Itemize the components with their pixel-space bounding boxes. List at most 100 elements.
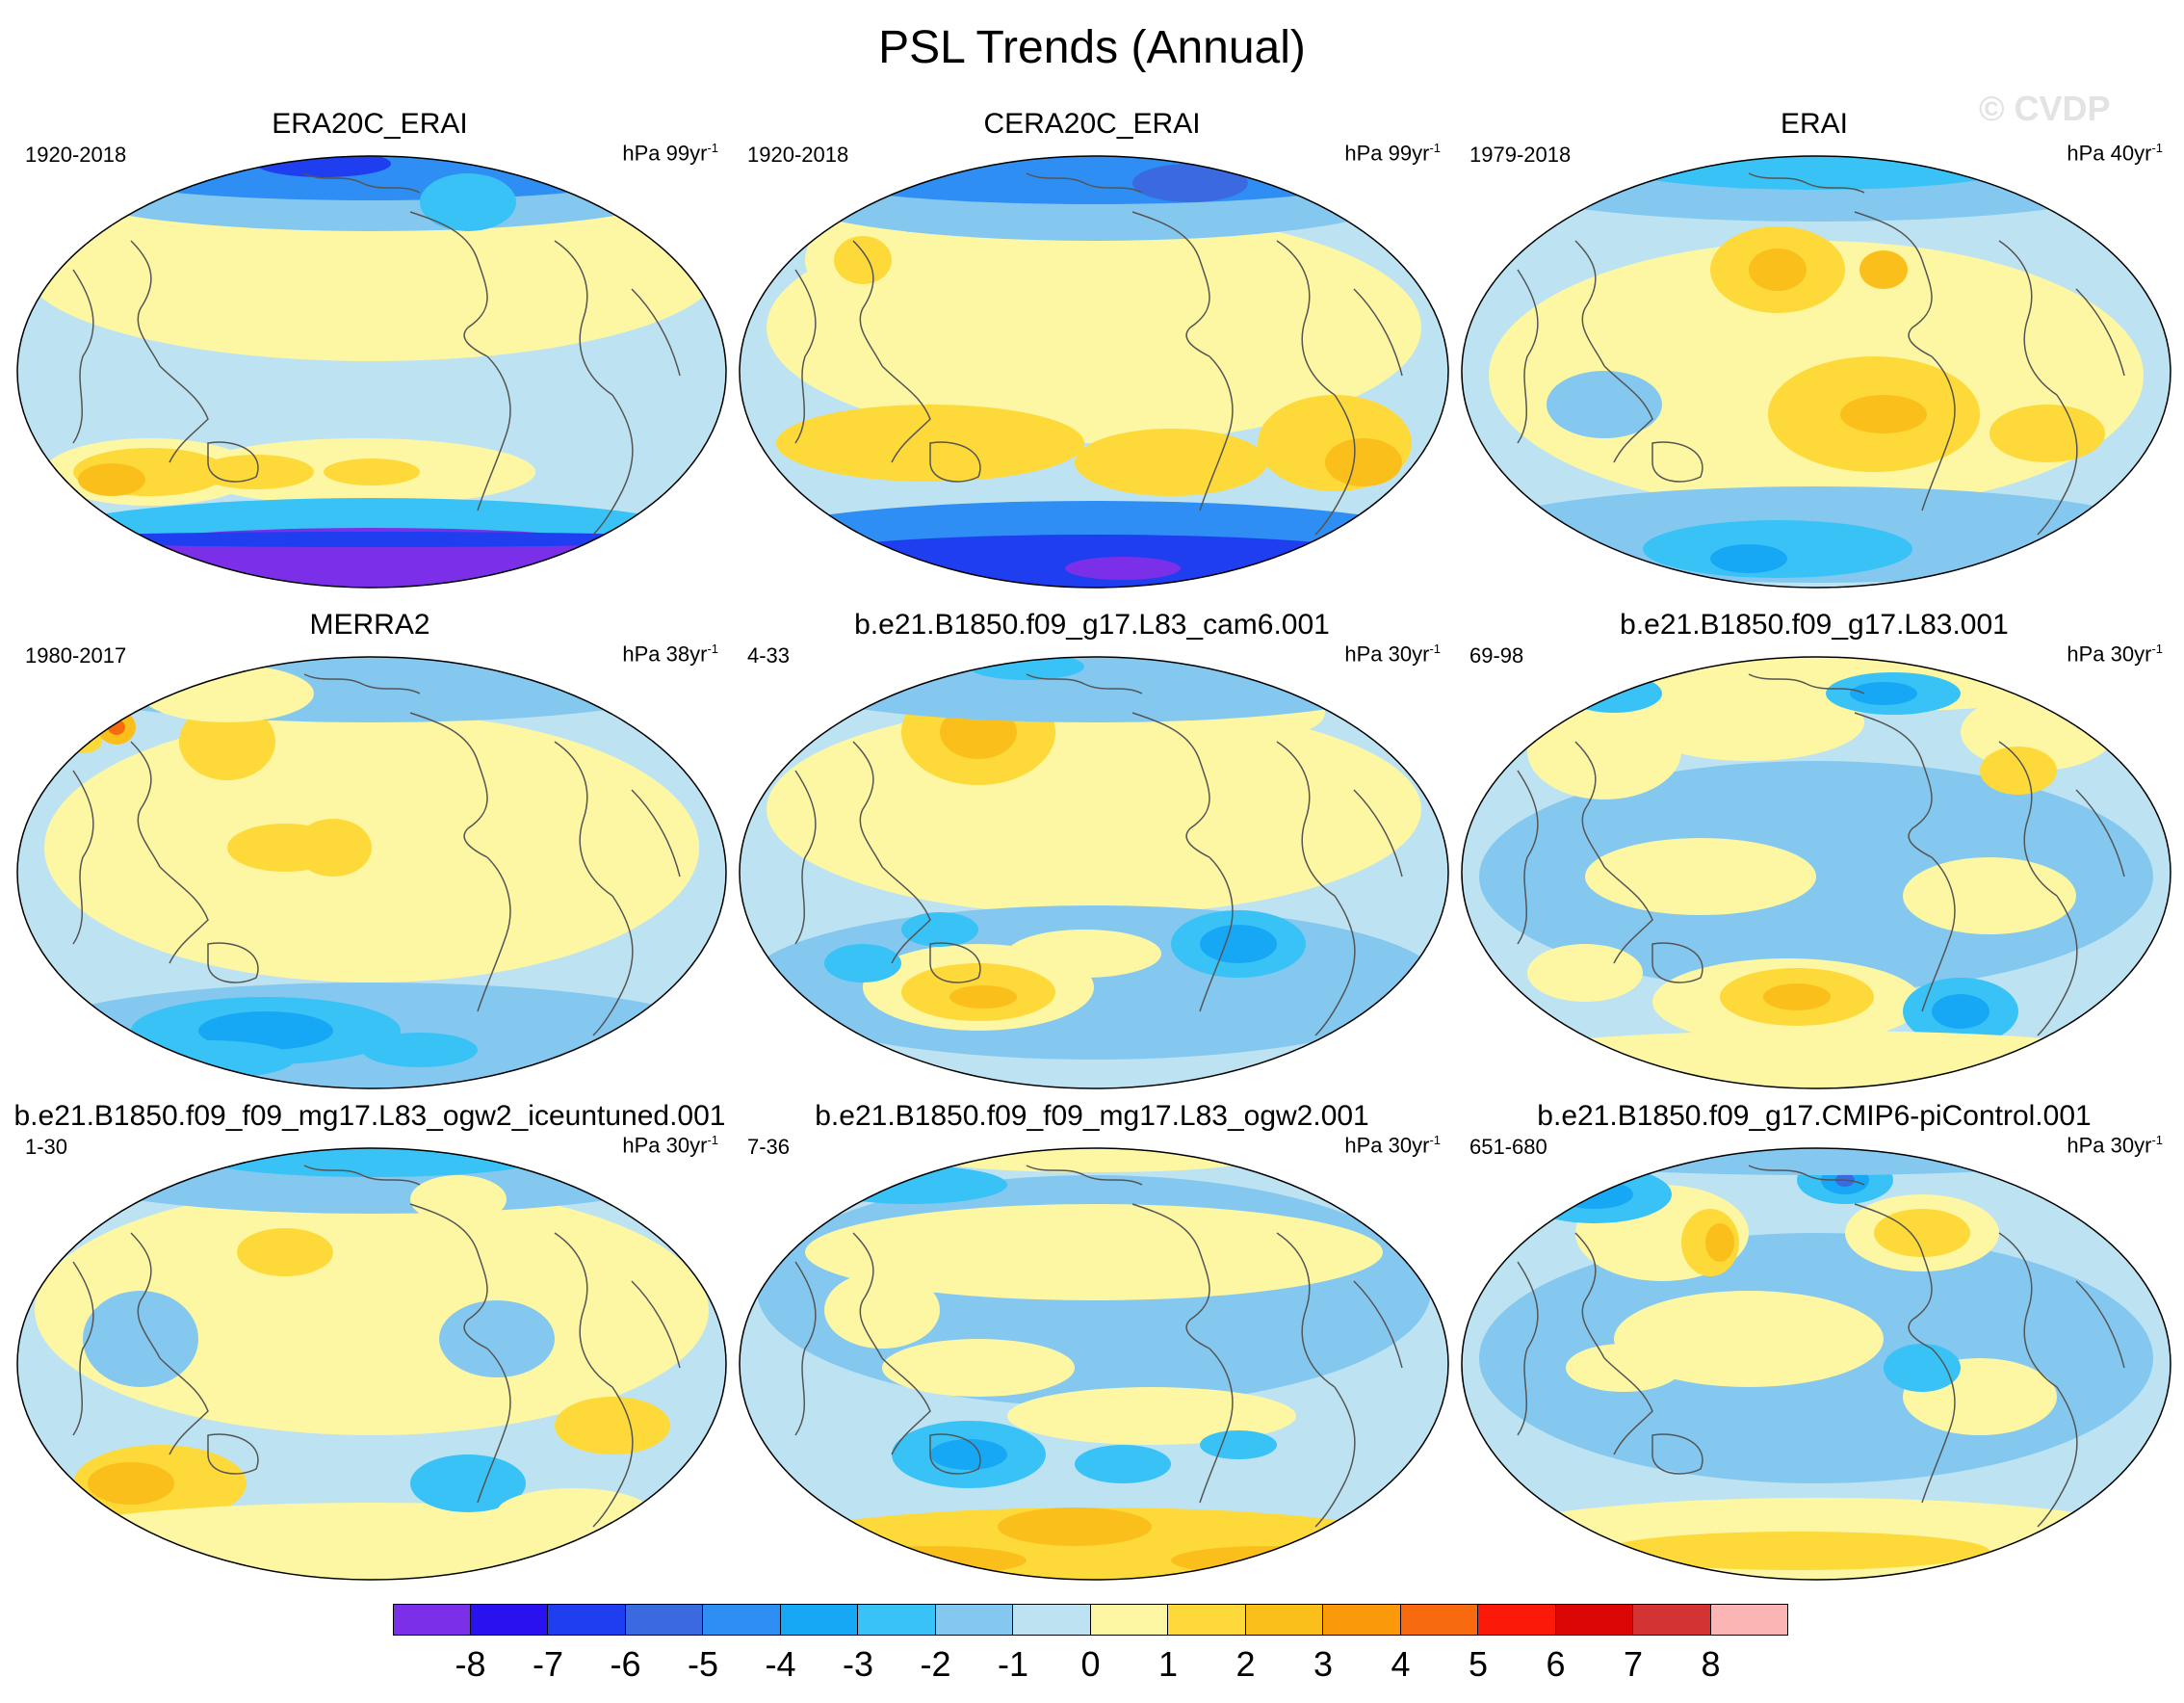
panel-units: hPa 30yr-1: [2067, 1133, 2163, 1158]
panel-title: ERAI: [1780, 108, 1849, 140]
panel-units: hPa 99yr-1: [1344, 141, 1441, 166]
coastline: [1921, 1348, 1956, 1504]
colorbar-swatch: [625, 1604, 703, 1636]
coastline: [1603, 1357, 1653, 1455]
trend-contour: [497, 260, 612, 337]
trend-contour: [141, 665, 314, 722]
coastline: [1517, 770, 1539, 945]
trend-contour: [1614, 1291, 1884, 1387]
trend-contour: [1643, 520, 1912, 578]
coastline: [1314, 1386, 1356, 1528]
trend-contour: [83, 1291, 198, 1387]
map-panel: b.e21.B1850.f09_f09_mg17.L83_ogw2_iceunt…: [8, 1100, 732, 1582]
trend-contour: [1547, 371, 1662, 438]
coastline: [881, 365, 931, 463]
coastline: [631, 1280, 681, 1369]
colorbar-tick-label: 1: [1157, 1644, 1179, 1684]
coastline: [554, 1232, 613, 1388]
map-border: [1461, 656, 2171, 1089]
coastline: [929, 1433, 981, 1475]
colorbar-swatch: [1245, 1604, 1323, 1636]
coastline: [1353, 1280, 1403, 1369]
coastline: [207, 942, 259, 983]
map-panel: b.e21.B1850.f09_g17.L83.001 69-98 hPa 30yr…: [1452, 609, 2176, 1090]
trend-contour: [940, 1149, 1248, 1172]
coastline: [1574, 240, 1605, 367]
colorbar-tick-label: -4: [765, 1644, 796, 1684]
panel-units-text: hPa 30yr: [1344, 642, 1430, 667]
coastline: [2075, 1280, 2125, 1369]
panel-units-exponent: -1: [707, 141, 718, 155]
panel-title: MERRA2: [309, 609, 430, 641]
panel-units-exponent: -1: [2151, 141, 2163, 155]
panel-units-exponent: -1: [707, 1133, 718, 1147]
coastline: [1276, 1232, 1336, 1388]
coastline: [72, 269, 94, 444]
coastline: [1854, 1203, 1933, 1349]
colorbar-swatch: [1090, 1604, 1168, 1636]
coastline: [207, 1433, 259, 1475]
colorbar-tick-label: 4: [1391, 1644, 1411, 1684]
coastline: [1651, 1433, 1703, 1475]
trend-contour: [1604, 1532, 1989, 1570]
panel-units-exponent: -1: [1429, 1133, 1441, 1147]
coastline: [592, 394, 634, 536]
panel-period: 651-680: [1469, 1135, 1547, 1159]
coastline: [852, 240, 883, 367]
trend-contour: [1065, 557, 1181, 580]
coastline: [130, 240, 161, 367]
trend-contour: [767, 212, 1421, 443]
trend-contour: [25, 532, 718, 547]
panel-title: ERA20C_ERAI: [272, 108, 468, 140]
coastline: [794, 770, 817, 945]
panel-units-exponent: -1: [2151, 642, 2163, 656]
colorbar-tick-label: 7: [1623, 1644, 1644, 1684]
coastline: [1998, 240, 2058, 396]
colorbar-swatch: [548, 1604, 626, 1636]
trend-contour: [1566, 1148, 2067, 1175]
trend-contour: [824, 1271, 940, 1349]
panel-title: CERA20C_ERAI: [983, 108, 1201, 140]
colorbar-swatch: [1555, 1604, 1633, 1636]
world-map: [16, 155, 727, 589]
coastline: [794, 1261, 817, 1436]
map-panel: ERAI 1979-2018 hPa 40yr-1: [1452, 108, 2176, 590]
trend-contour: [410, 1454, 526, 1512]
coastline: [554, 240, 613, 396]
coastline: [159, 866, 209, 964]
trend-contour: [1874, 1209, 1970, 1257]
panel-units: hPa 99yr-1: [622, 141, 718, 166]
trend-contour: [1763, 983, 1831, 1010]
colorbar-tick-label: -1: [997, 1644, 1028, 1684]
trend-contour: [1527, 703, 1681, 799]
map-border: [16, 656, 727, 1089]
trend-contour: [1007, 1387, 1296, 1445]
trend-contour: [555, 1397, 670, 1454]
panel-units-text: hPa 38yr: [622, 642, 708, 667]
coastline: [1199, 1348, 1234, 1504]
trend-contour: [998, 1507, 1152, 1546]
coastline: [852, 741, 883, 868]
coastline: [1276, 741, 1336, 897]
coastline: [1276, 240, 1336, 396]
trend-contour: [179, 703, 275, 780]
coastline: [1603, 866, 1653, 964]
panel-units: hPa 30yr-1: [2067, 642, 2163, 667]
panel-period: 1920-2018: [25, 143, 127, 167]
trend-contour: [1850, 682, 1917, 705]
trend-contour: [198, 1011, 333, 1050]
colorbar-tick-label: -3: [842, 1644, 873, 1684]
coastline: [2075, 288, 2125, 377]
coastline: [1131, 1203, 1210, 1349]
coastline: [929, 441, 981, 483]
coastline: [1603, 365, 1653, 463]
map-panel: b.e21.B1850.f09_g17.CMIP6-piControl.001 6…: [1452, 1100, 2176, 1582]
colorbar-swatch: [703, 1604, 781, 1636]
colorbar-tick-label: 2: [1235, 1644, 1256, 1684]
coastline: [303, 1165, 421, 1186]
coastline: [1314, 394, 1356, 536]
coastline: [1921, 355, 1956, 511]
trend-contour: [295, 819, 372, 877]
colorbar-tick-label: 5: [1468, 1644, 1489, 1684]
trend-contour: [1903, 857, 2076, 934]
